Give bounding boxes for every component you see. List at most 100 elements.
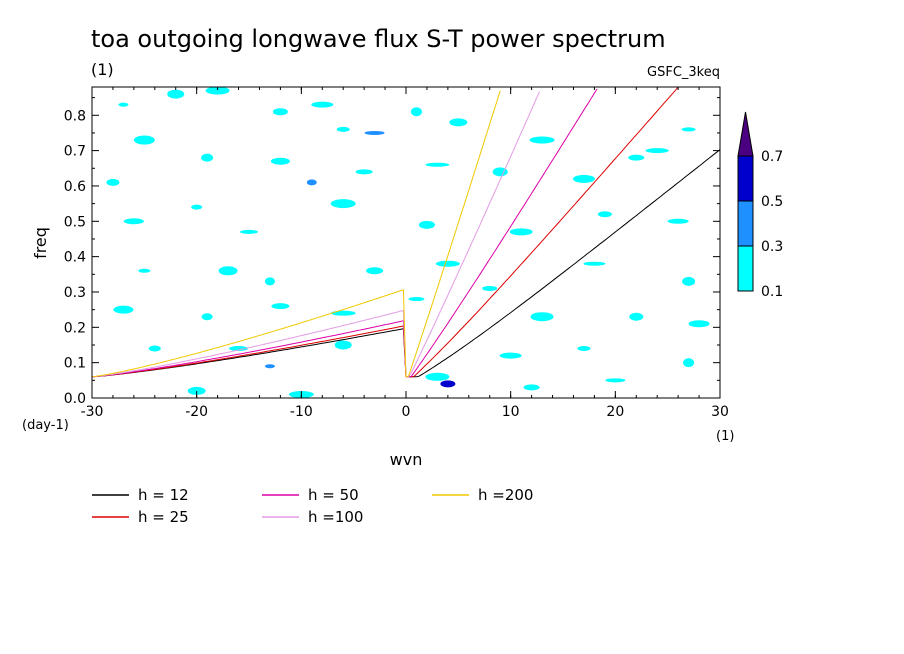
series-curve xyxy=(91,86,679,378)
chart-subtitle-left: (1) xyxy=(91,60,114,79)
contour-patch xyxy=(682,276,696,286)
y-tick-label: 0.3 xyxy=(64,285,86,301)
contour-patch xyxy=(330,199,356,209)
contour-patch xyxy=(425,162,450,167)
y-tick-label: 0.1 xyxy=(64,356,86,372)
contour-patch xyxy=(330,310,356,316)
contour-patch xyxy=(628,154,645,161)
axes: -30 -20 -10 0 10 20 30 0.0 0.1 0.2 0.3 0.4 0.5 0.6 0.7… xyxy=(64,87,729,420)
contour-patch xyxy=(499,352,522,359)
y-tick-label: 0.7 xyxy=(64,144,86,160)
contour-patch xyxy=(366,267,384,275)
colorbar-segment xyxy=(737,155,754,202)
contour-patch xyxy=(201,153,214,162)
contour-patch xyxy=(681,127,696,132)
series-curve xyxy=(91,88,598,378)
contour-patch xyxy=(408,297,425,302)
colorbar-segment xyxy=(737,245,754,292)
series-curve xyxy=(91,91,540,378)
x-unit-label: (1) xyxy=(716,429,734,444)
contour-patch xyxy=(133,135,155,145)
contour-patch xyxy=(113,305,134,314)
y-unit-label: (day-1) xyxy=(22,418,69,433)
contour-patch xyxy=(264,277,275,286)
series-curve xyxy=(91,90,501,378)
contour-patch xyxy=(205,86,230,95)
contour-patch xyxy=(106,178,120,186)
chart-title: toa outgoing longwave flux S-T power spe… xyxy=(91,25,666,53)
contour-patch xyxy=(336,126,350,132)
contour-patch xyxy=(597,211,612,218)
contour-patch xyxy=(410,107,422,117)
contour-patch xyxy=(667,218,689,224)
legend: h = 12 h = 25 h = 50 h =100 h =200 xyxy=(92,486,533,526)
colorbar-label: 0.1 xyxy=(761,284,783,300)
contour-patch xyxy=(523,384,540,391)
contour-patch xyxy=(364,130,385,135)
contour-patch xyxy=(530,312,554,322)
y-tick-label: 0.8 xyxy=(64,108,86,124)
contour-patches xyxy=(106,86,710,398)
legend-label: h =100 xyxy=(308,508,363,526)
contour-patch xyxy=(418,220,435,229)
contour-patch xyxy=(123,218,144,225)
contour-patch xyxy=(572,174,595,183)
colorbar-segment xyxy=(737,200,754,247)
contour-patch xyxy=(311,101,334,108)
contour-patch xyxy=(435,260,460,267)
contour-patch xyxy=(240,229,258,234)
contour-patch xyxy=(218,266,238,276)
y-tick-label: 0.5 xyxy=(64,214,86,230)
contour-patch xyxy=(425,372,450,381)
contour-patch xyxy=(440,380,456,388)
contour-patch xyxy=(583,261,606,266)
contour-patch xyxy=(334,340,352,350)
contour-patch xyxy=(355,169,373,175)
contour-patch xyxy=(449,118,468,127)
contour-patch xyxy=(201,313,213,321)
chart-subtitle-right: GSFC_3keq xyxy=(647,65,720,80)
legend-label: h = 12 xyxy=(138,486,189,504)
contour-patch xyxy=(148,345,161,352)
contour-patch xyxy=(138,268,151,273)
plot-frame xyxy=(91,86,721,399)
contour-patch xyxy=(529,136,555,144)
x-tick-label: -10 xyxy=(290,404,313,420)
contour-patch xyxy=(191,204,203,210)
contour-patch xyxy=(264,364,275,369)
contour-patch xyxy=(688,320,710,328)
series-curve xyxy=(91,149,721,378)
dispersion-curves xyxy=(91,86,721,378)
contour-patch xyxy=(629,312,644,321)
contour-patch xyxy=(271,303,290,310)
x-tick-label: 30 xyxy=(711,404,729,420)
legend-label: h =200 xyxy=(478,486,533,504)
contour-patch xyxy=(306,179,317,186)
y-axis-label: freq xyxy=(31,227,50,259)
colorbar-label: 0.3 xyxy=(761,239,783,255)
contour-patch xyxy=(272,108,288,116)
x-tick-label: -30 xyxy=(81,404,104,420)
contour-patch xyxy=(229,346,249,352)
x-tick-label: 0 xyxy=(402,404,411,420)
legend-label: h = 50 xyxy=(308,486,359,504)
colorbar: 0.1 0.3 0.5 0.7 xyxy=(737,111,783,300)
x-axis-label: wvn xyxy=(390,450,423,469)
y-tick-label: 0.6 xyxy=(64,179,86,195)
contour-patch xyxy=(605,378,626,383)
x-tick-label: 20 xyxy=(606,404,624,420)
x-tick-label: -20 xyxy=(185,404,208,420)
colorbar-arrow xyxy=(737,111,754,157)
colorbar-label: 0.5 xyxy=(761,194,783,210)
y-tick-label: 0.2 xyxy=(64,320,86,336)
contour-patch xyxy=(118,102,129,107)
contour-patch xyxy=(683,358,695,368)
contour-patch xyxy=(645,148,669,154)
contour-patch xyxy=(167,89,185,99)
contour-patch xyxy=(509,228,533,236)
legend-label: h = 25 xyxy=(138,508,189,526)
y-tick-label: 0.0 xyxy=(64,391,86,407)
colorbar-label: 0.7 xyxy=(761,149,783,165)
contour-patch xyxy=(482,285,498,291)
